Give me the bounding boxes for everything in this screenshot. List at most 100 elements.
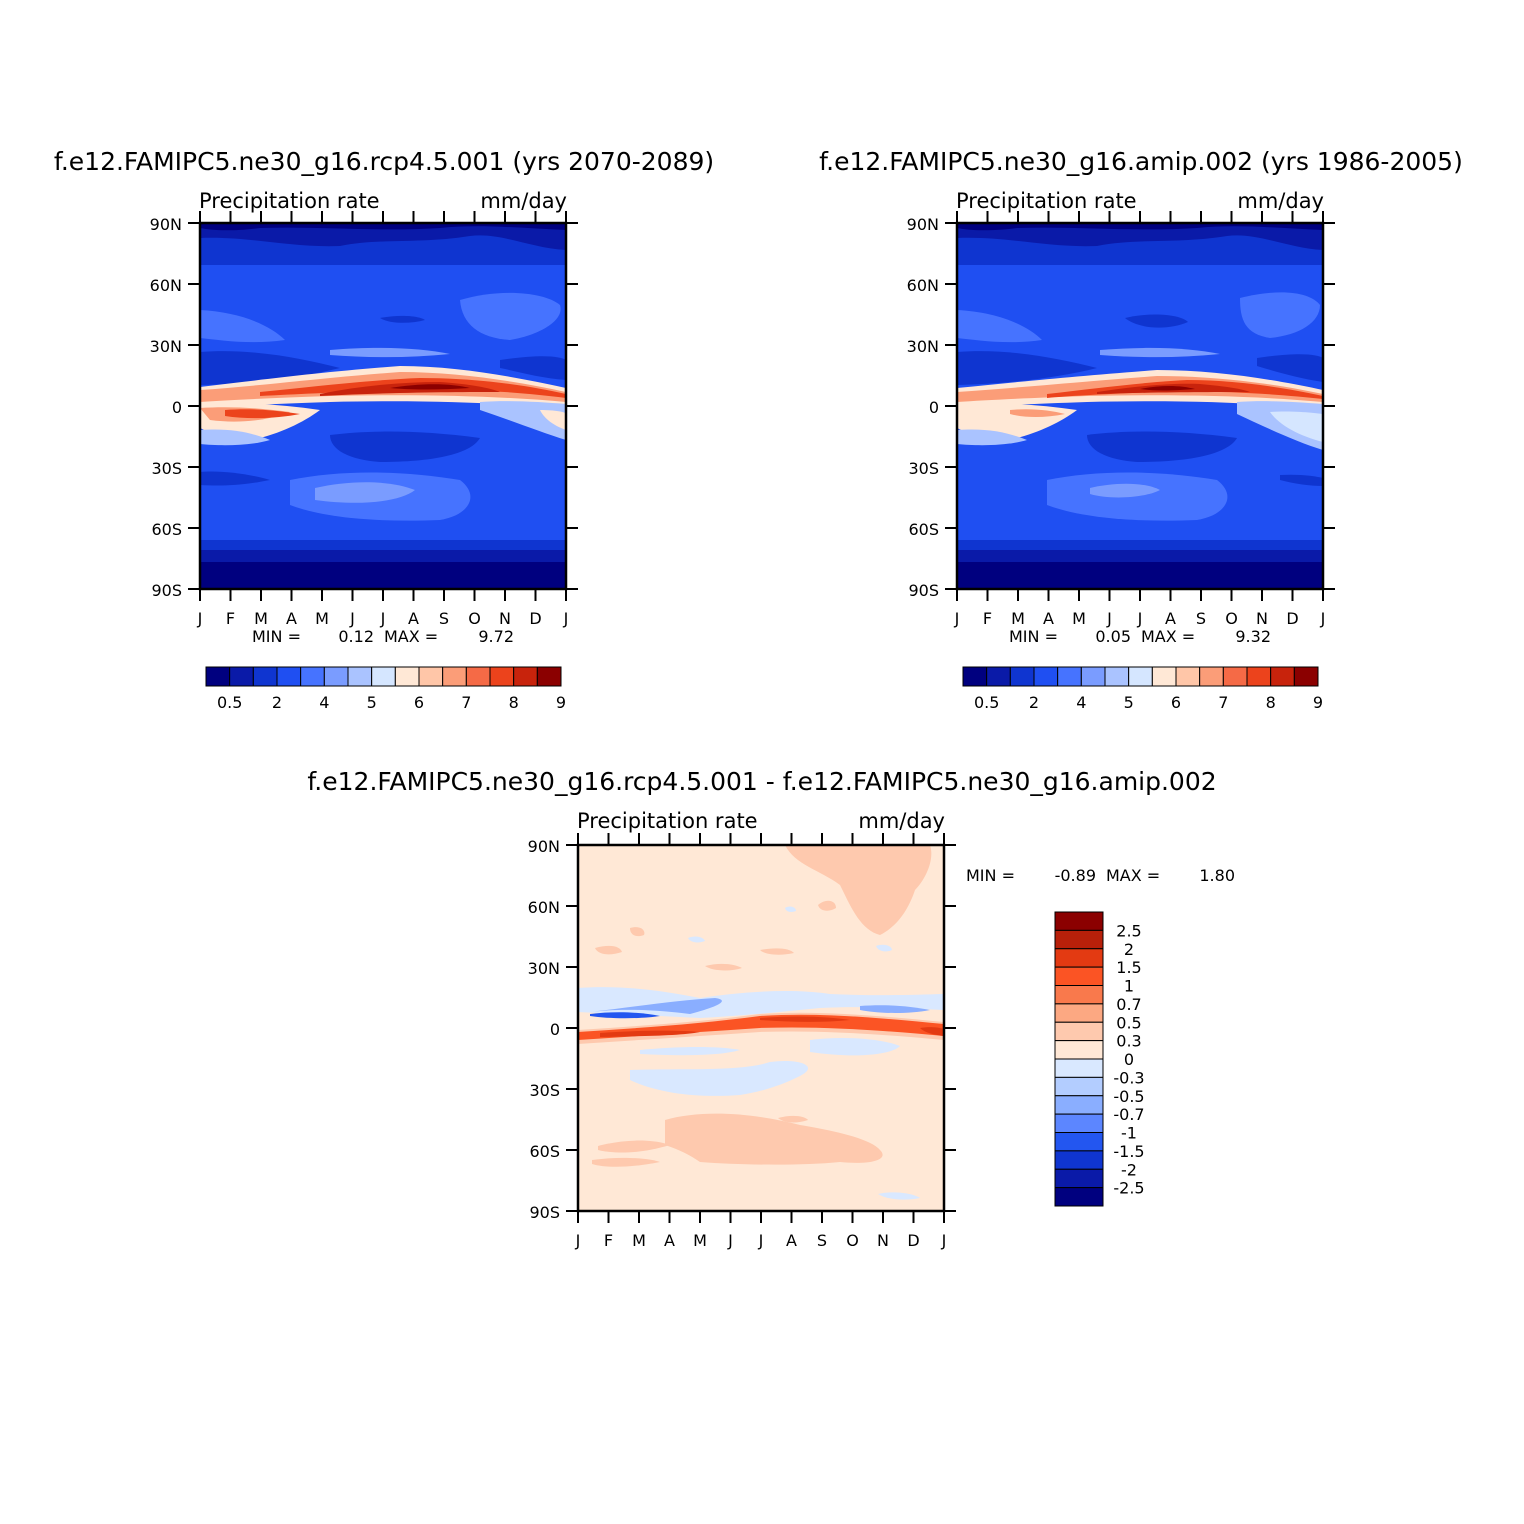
x-tick-label: A [786, 1231, 797, 1250]
x-tick-label: M [315, 609, 329, 628]
colorbar-label: 0.5 [1116, 1013, 1141, 1032]
panel-1-contour-field [200, 223, 566, 589]
colorbar-box [1222, 666, 1248, 687]
x-tick-label: J [1137, 609, 1143, 628]
colorbar-label: -0.7 [1113, 1105, 1144, 1124]
x-tick-label: N [877, 1231, 889, 1250]
colorbar-label: 5 [367, 693, 377, 712]
x-tick-label: J [954, 609, 960, 628]
panel-2: f.e12.FAMIPC5.ne30_g16.amip.002 (yrs 198… [819, 147, 1463, 712]
svg-text:30N: 30N [907, 337, 939, 356]
x-tick-label: S [1196, 609, 1206, 628]
svg-text:30N: 30N [150, 337, 182, 356]
x-tick-label: O [1225, 609, 1238, 628]
panel-1-min-value: 0.12 [338, 627, 374, 646]
panel-2-min-value: 0.05 [1095, 627, 1131, 646]
colorbar-label: -2.5 [1113, 1179, 1144, 1198]
x-tick-label: D [529, 609, 541, 628]
colorbar-box [1054, 966, 1104, 986]
colorbar-box [1151, 666, 1177, 687]
panel-2-y-tick-labels: 90N 60N 30N 0 30S 60S 90S [907, 215, 939, 600]
colorbar-box [418, 666, 444, 687]
panel-3-colorbar: 2.521.510.70.50.30-0.3-0.5-0.7-1-1.5-2-2… [1054, 911, 1145, 1207]
colorbar-box [1054, 1168, 1104, 1189]
x-tick-label: N [1256, 609, 1268, 628]
svg-text:60N: 60N [528, 898, 560, 917]
colorbar-label: 8 [509, 693, 519, 712]
x-tick-label: M [1011, 609, 1025, 628]
x-tick-label: F [226, 609, 235, 628]
colorbar-label: 4 [319, 693, 329, 712]
colorbar-label: 0.5 [974, 693, 999, 712]
colorbar-box [1009, 666, 1035, 687]
colorbar-box [1054, 1132, 1104, 1152]
colorbar-label: -1.5 [1113, 1142, 1144, 1161]
colorbar-box [1104, 666, 1130, 687]
svg-text:90S: 90S [529, 1203, 560, 1222]
colorbar-box [1054, 1040, 1104, 1060]
colorbar-box [347, 666, 373, 687]
colorbar-label: 6 [414, 693, 424, 712]
x-tick-label: J [758, 1231, 764, 1250]
panel-2-variable-label: Precipitation rate [956, 189, 1137, 213]
colorbar-label: 1.5 [1116, 958, 1141, 977]
panel-3-max-value: 1.80 [1199, 866, 1235, 885]
x-tick-label: F [604, 1231, 613, 1250]
colorbar-box [1293, 666, 1319, 687]
colorbar-label: 2 [272, 693, 282, 712]
svg-text:90S: 90S [151, 581, 182, 600]
colorbar-box [229, 666, 254, 687]
panel-3: f.e12.FAMIPC5.ne30_g16.rcp4.5.001 - f.e1… [307, 767, 1235, 1250]
x-tick-label: J [941, 1231, 947, 1250]
colorbar-label: -1 [1121, 1124, 1137, 1143]
svg-text:60N: 60N [150, 276, 182, 295]
colorbar-label: 7 [1218, 693, 1228, 712]
panel-2-min-label: MIN = [1009, 627, 1058, 646]
colorbar-label: 5 [1124, 693, 1134, 712]
svg-text:30S: 30S [908, 459, 939, 478]
colorbar-box [252, 666, 278, 687]
panel-1-axes [188, 222, 578, 590]
panel-1: f.e12.FAMIPC5.ne30_g16.rcp4.5.001 (yrs 2… [54, 147, 714, 712]
colorbar-box [536, 666, 562, 687]
colorbar-label: 9 [556, 693, 566, 712]
colorbar-box [1033, 666, 1059, 687]
panel-1-title: f.e12.FAMIPC5.ne30_g16.rcp4.5.001 (yrs 2… [54, 147, 714, 176]
colorbar-box [1054, 1003, 1104, 1023]
colorbar-box [323, 666, 349, 687]
colorbar-label: 2 [1124, 940, 1134, 959]
colorbar-label: 0.3 [1116, 1032, 1141, 1051]
panel-2-contour-field [957, 223, 1323, 589]
colorbar-label: -0.3 [1113, 1068, 1144, 1087]
x-tick-label: J [1320, 609, 1326, 628]
panel-3-axes [566, 844, 956, 1212]
panel-1-max-value: 9.72 [478, 627, 514, 646]
colorbar-box [1199, 666, 1224, 687]
colorbar-box [962, 666, 988, 687]
panel-2-axes [945, 222, 1335, 590]
panel-1-colorbar: 0.5 2 4 5 6 7 8 9 [205, 666, 566, 712]
panel-1-min-label: MIN = [252, 627, 301, 646]
colorbar-label: 8 [1266, 693, 1276, 712]
colorbar-label: 2 [1029, 693, 1039, 712]
colorbar-label: -2 [1121, 1160, 1137, 1179]
x-tick-label: O [846, 1231, 859, 1250]
x-tick-label: J [1106, 609, 1112, 628]
svg-text:60S: 60S [529, 1142, 560, 1161]
colorbar-label: 4 [1076, 693, 1086, 712]
panel-3-min-value: -0.89 [1055, 866, 1096, 885]
colorbar-box [1054, 1058, 1104, 1078]
colorbar-box [442, 666, 467, 687]
x-tick-label: J [380, 609, 386, 628]
panel-2-max-label: MAX = [1141, 627, 1195, 646]
colorbar-box [394, 666, 420, 687]
x-tick-label: A [408, 609, 419, 628]
x-tick-label: M [254, 609, 268, 628]
colorbar-label: 1 [1124, 977, 1134, 996]
svg-text:90S: 90S [908, 581, 939, 600]
colorbar-box [1054, 929, 1104, 950]
colorbar-box [1128, 666, 1153, 687]
panel-3-variable-label: Precipitation rate [577, 809, 758, 833]
colorbar-label: 7 [461, 693, 471, 712]
